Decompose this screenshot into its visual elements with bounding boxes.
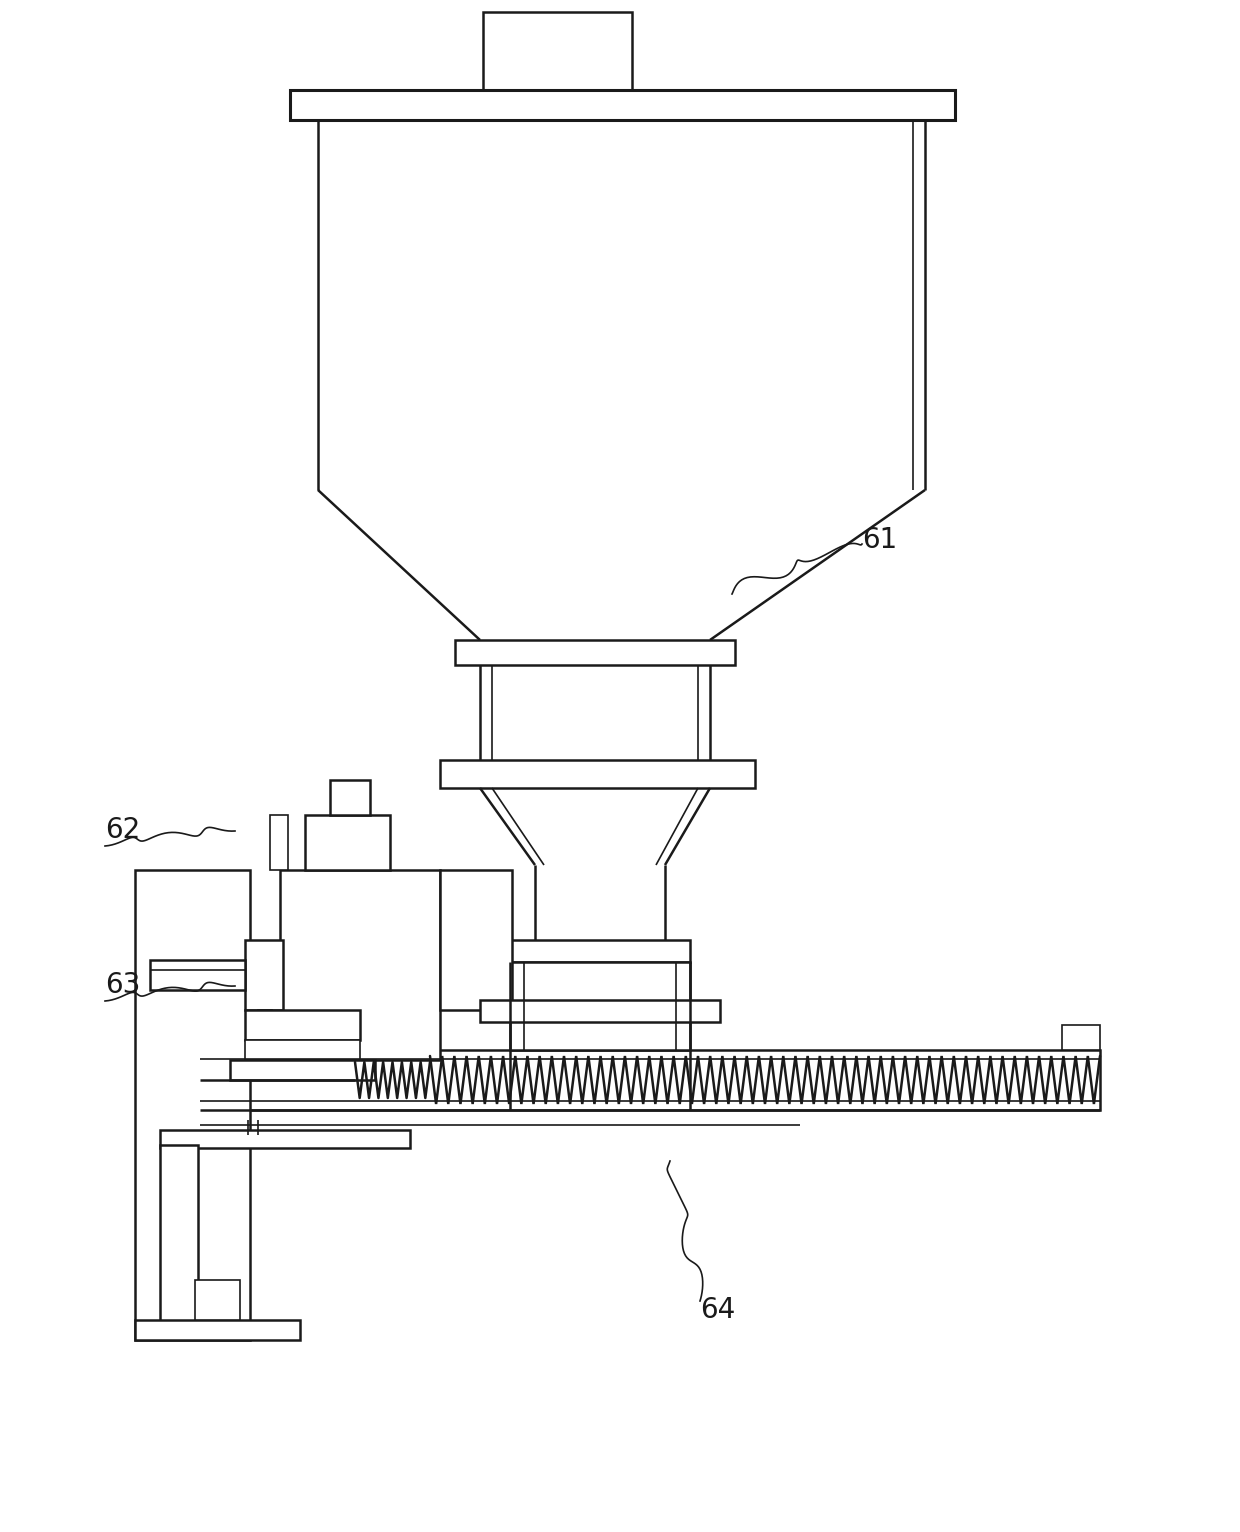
Bar [330, 780, 370, 815]
Bar [195, 1281, 241, 1321]
Bar [246, 1040, 360, 1060]
Bar [258, 1010, 272, 1049]
Bar [280, 870, 440, 1060]
Text: 62: 62 [105, 817, 140, 844]
Bar [510, 962, 689, 1049]
Text: 61: 61 [862, 525, 898, 555]
Text: 64: 64 [701, 1296, 735, 1324]
Bar [1061, 1025, 1100, 1049]
Text: 63: 63 [105, 971, 140, 999]
Bar [440, 870, 512, 1010]
Bar [290, 90, 955, 119]
Bar [229, 1060, 374, 1080]
Bar [246, 941, 283, 1010]
Bar [135, 870, 250, 1340]
Bar [484, 12, 632, 90]
Bar [160, 1144, 198, 1325]
Bar [510, 941, 689, 962]
Bar [480, 1000, 720, 1022]
Bar [305, 815, 391, 870]
Bar [440, 760, 755, 787]
Bar [246, 1010, 360, 1040]
Bar [135, 1321, 300, 1340]
Bar [150, 961, 246, 990]
Bar [270, 815, 288, 870]
Bar [200, 1049, 1100, 1111]
Bar [455, 640, 735, 665]
Bar [160, 1131, 410, 1147]
